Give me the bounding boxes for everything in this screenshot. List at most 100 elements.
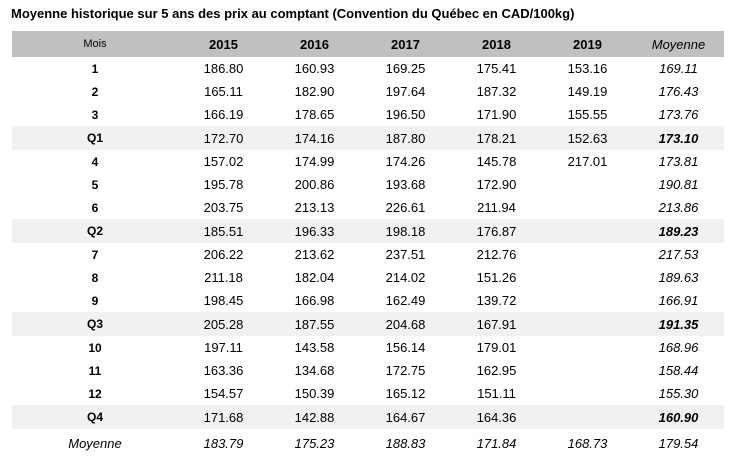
value-cell: 152.63 xyxy=(567,130,608,146)
moyenne-cell: 155.30 xyxy=(658,386,699,401)
row-label-cell: 10 xyxy=(88,340,102,355)
value-cell: 150.39 xyxy=(294,386,335,401)
row-label-cell: 12 xyxy=(88,386,102,401)
row-label-cell: 4 xyxy=(91,154,99,169)
table-row-q1: Q1 172.70 174.16 187.80 178.21 152.63 173.10 xyxy=(12,126,724,150)
value-cell: 213.62 xyxy=(294,247,335,262)
value-cell: 187.80 xyxy=(385,130,426,146)
value-cell: 197.64 xyxy=(385,84,426,99)
value-cell xyxy=(542,219,633,243)
value-cell xyxy=(542,173,633,196)
value-cell xyxy=(542,312,633,336)
value-cell: 197.11 xyxy=(204,340,243,355)
row-label-cell: 9 xyxy=(91,293,99,308)
value-cell xyxy=(542,196,633,219)
value-cell xyxy=(542,289,633,312)
row-label-cell: 8 xyxy=(91,270,99,285)
value-cell: 160.93 xyxy=(294,61,335,76)
value-cell: 174.99 xyxy=(294,154,335,169)
col-header-mois: Mois xyxy=(83,38,107,50)
moyenne-cell: 191.35 xyxy=(658,316,699,332)
value-cell: 211.94 xyxy=(477,200,516,215)
value-cell xyxy=(542,243,633,266)
col-header-2019: 2019 xyxy=(573,36,602,52)
moyenne-cell: 158.44 xyxy=(658,363,699,378)
table-row-q4: Q4 171.68 142.88 164.67 164.36 160.90 xyxy=(12,405,724,429)
table-row-12: 12 154.57 150.39 165.12 151.11 155.30 xyxy=(12,382,724,405)
value-cell: 156.14 xyxy=(385,340,426,355)
moyenne-cell: 168.96 xyxy=(658,340,699,355)
value-cell xyxy=(542,382,633,405)
value-cell: 174.16 xyxy=(294,130,335,146)
table-row-moyenne: Moyenne 183.79 175.23 188.83 171.84 168.73 179… xyxy=(12,429,724,457)
value-cell: 171.84 xyxy=(476,435,517,451)
moyenne-cell: 166.91 xyxy=(658,293,699,308)
col-header-2017: 2017 xyxy=(391,36,420,52)
value-cell: 165.11 xyxy=(204,84,243,99)
header-row: Mois 2015 2016 2017 2018 2019 Moyenne xyxy=(12,31,724,57)
value-cell: 237.51 xyxy=(385,247,426,262)
value-cell: 205.28 xyxy=(203,316,244,332)
value-cell: 198.18 xyxy=(385,223,426,239)
value-cell: 178.21 xyxy=(476,130,517,146)
value-cell: 179.01 xyxy=(476,340,517,355)
row-label-cell: 1 xyxy=(91,61,99,76)
table-row-3: 3 166.19 178.65 196.50 171.90 155.55 173.76 xyxy=(12,103,724,126)
value-cell: 142.88 xyxy=(294,409,335,425)
value-cell: 171.68 xyxy=(203,409,244,425)
value-cell: 206.22 xyxy=(203,247,244,262)
value-cell: 195.78 xyxy=(203,177,244,192)
table-row-q3: Q3 205.28 187.55 204.68 167.91 191.35 xyxy=(12,312,724,336)
table-row-2: 2 165.11 182.90 197.64 187.32 149.19 176.43 xyxy=(12,80,724,103)
moyenne-cell: 173.10 xyxy=(658,130,699,146)
value-cell: 187.55 xyxy=(294,316,335,332)
value-cell: 226.61 xyxy=(385,200,426,215)
value-cell: 211.18 xyxy=(204,270,243,285)
value-cell: 187.32 xyxy=(476,84,517,99)
value-cell: 178.65 xyxy=(294,107,335,122)
value-cell: 183.79 xyxy=(203,435,244,451)
value-cell: 149.19 xyxy=(567,84,608,99)
row-label-cell: 5 xyxy=(91,177,99,192)
value-cell: 145.78 xyxy=(476,154,517,169)
moyenne-cell: 173.81 xyxy=(658,154,699,169)
page-title: Moyenne historique sur 5 ans des prix au… xyxy=(11,6,575,21)
table-row-6: 6 203.75 213.13 226.61 211.94 213.86 xyxy=(12,196,724,219)
value-cell: 164.67 xyxy=(385,409,426,425)
row-label-cell: 7 xyxy=(91,247,99,262)
moyenne-cell: 169.11 xyxy=(659,61,698,76)
value-cell: 198.45 xyxy=(203,293,244,308)
row-label-cell: Q2 xyxy=(86,224,103,238)
value-cell: 176.87 xyxy=(476,223,517,239)
value-cell: 172.90 xyxy=(476,177,517,192)
value-cell: 212.76 xyxy=(476,247,517,262)
col-header-moyenne: Moyenne xyxy=(651,36,706,52)
moyenne-cell: 160.90 xyxy=(658,409,699,425)
value-cell: 168.73 xyxy=(567,435,608,451)
row-label-cell: 6 xyxy=(91,200,99,215)
moyenne-cell: 213.86 xyxy=(658,200,699,215)
table-row-1: 1 186.80 160.93 169.25 175.41 153.16 169.11 xyxy=(12,57,724,80)
row-label-cell: Q4 xyxy=(86,410,103,424)
value-cell xyxy=(542,405,633,429)
table-row-8: 8 211.18 182.04 214.02 151.26 189.63 xyxy=(12,266,724,289)
value-cell: 203.75 xyxy=(203,200,244,215)
value-cell: 172.75 xyxy=(385,363,426,378)
value-cell: 196.50 xyxy=(385,107,426,122)
table-row-5: 5 195.78 200.86 193.68 172.90 190.81 xyxy=(12,173,724,196)
value-cell: 157.02 xyxy=(203,154,244,169)
value-cell: 166.19 xyxy=(203,107,244,122)
value-cell: 165.12 xyxy=(385,386,426,401)
value-cell: 162.49 xyxy=(385,293,426,308)
price-history-table: Mois 2015 2016 2017 2018 2019 Moyenne 1 1… xyxy=(12,31,724,457)
value-cell: 174.26 xyxy=(385,154,426,169)
value-cell xyxy=(542,266,633,289)
value-cell: 213.13 xyxy=(294,200,335,215)
report-page: Moyenne historique sur 5 ans des prix au… xyxy=(11,6,724,457)
col-header-2016: 2016 xyxy=(300,36,329,52)
col-header-2015: 2015 xyxy=(209,36,238,52)
value-cell: 153.16 xyxy=(567,61,608,76)
value-cell: 134.68 xyxy=(294,363,335,378)
moyenne-cell: 179.54 xyxy=(658,435,699,451)
value-cell: 186.80 xyxy=(203,61,244,76)
